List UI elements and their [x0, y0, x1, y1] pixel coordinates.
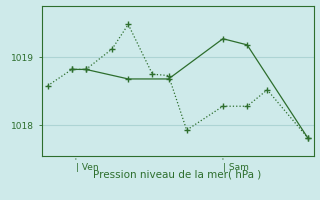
Text: | Sam: | Sam — [223, 164, 249, 172]
Text: | Ven: | Ven — [76, 164, 99, 172]
X-axis label: Pression niveau de la mer( hPa ): Pression niveau de la mer( hPa ) — [93, 170, 262, 180]
